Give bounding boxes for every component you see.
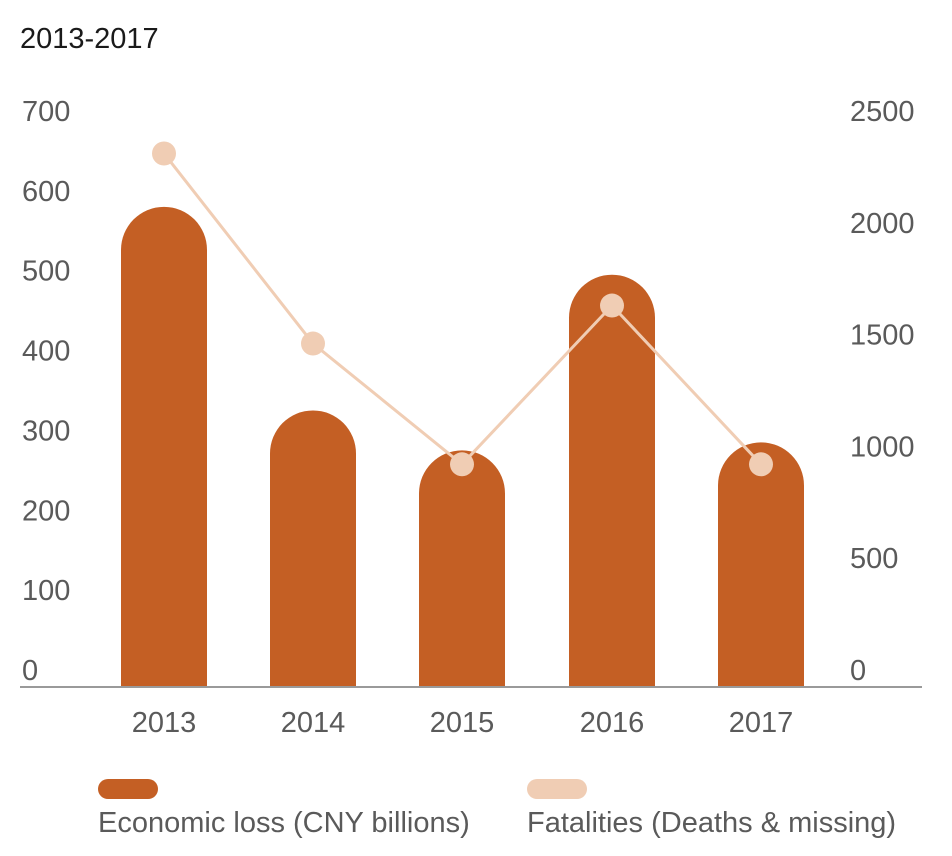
legend-swatch-economic-loss	[98, 779, 158, 799]
x-tick-label: 2014	[281, 707, 346, 739]
right-tick-label: 2500	[850, 96, 915, 128]
legend-swatch-fatalities	[527, 779, 587, 799]
left-tick-label: 0	[22, 655, 38, 687]
x-tick-label: 2017	[729, 707, 794, 739]
fatalities-point-2013	[152, 141, 176, 166]
left-tick-label: 700	[22, 96, 70, 128]
fatalities-point-2015	[450, 452, 474, 477]
right-tick-label: 1000	[850, 431, 915, 463]
left-tick-label: 200	[22, 495, 70, 527]
right-tick-label: 0	[850, 655, 866, 687]
fatalities-point-2017	[749, 452, 773, 477]
bar-2013	[121, 206, 207, 687]
bars	[121, 206, 804, 687]
legend-item-fatalities: Fatalities (Deaths & missing)	[527, 779, 896, 839]
fatalities-line	[162, 152, 763, 467]
x-tick-label: 2013	[132, 707, 197, 739]
bar-2014	[270, 410, 356, 686]
bar-2016	[569, 274, 655, 686]
fatalities-point-2014	[301, 331, 325, 356]
fatalities-point-2016	[600, 293, 624, 318]
fatalities-line-series	[152, 141, 773, 477]
left-tick-label: 500	[22, 256, 70, 288]
left-tick-label: 400	[22, 336, 70, 368]
right-tick-label: 2000	[850, 208, 915, 240]
left-tick-label: 600	[22, 176, 70, 208]
right-tick-label: 500	[850, 543, 898, 575]
left-tick-label: 300	[22, 415, 70, 447]
right-tick-label: 1500	[850, 320, 915, 352]
legend-label-economic-loss: Economic loss (CNY billions)	[98, 807, 470, 839]
legend: Economic loss (CNY billions) Fatalities …	[98, 779, 896, 839]
x-tick-label: 2016	[580, 707, 645, 739]
left-axis-ticks: 0 100 200 300 400 500 600 700	[22, 96, 70, 687]
legend-item-economic-loss: Economic loss (CNY billions)	[98, 779, 470, 839]
bar-2015	[419, 450, 505, 686]
legend-label-fatalities: Fatalities (Deaths & missing)	[527, 807, 896, 839]
left-tick-label: 100	[22, 575, 70, 607]
x-axis-ticks: 2013 2014 2015 2016 2017	[132, 707, 794, 739]
right-axis-ticks: 0 500 1000 1500 2000 2500	[850, 96, 915, 687]
chart-title: 2013-2017	[20, 23, 159, 55]
bar-2017	[718, 442, 804, 686]
x-tick-label: 2015	[430, 707, 495, 739]
